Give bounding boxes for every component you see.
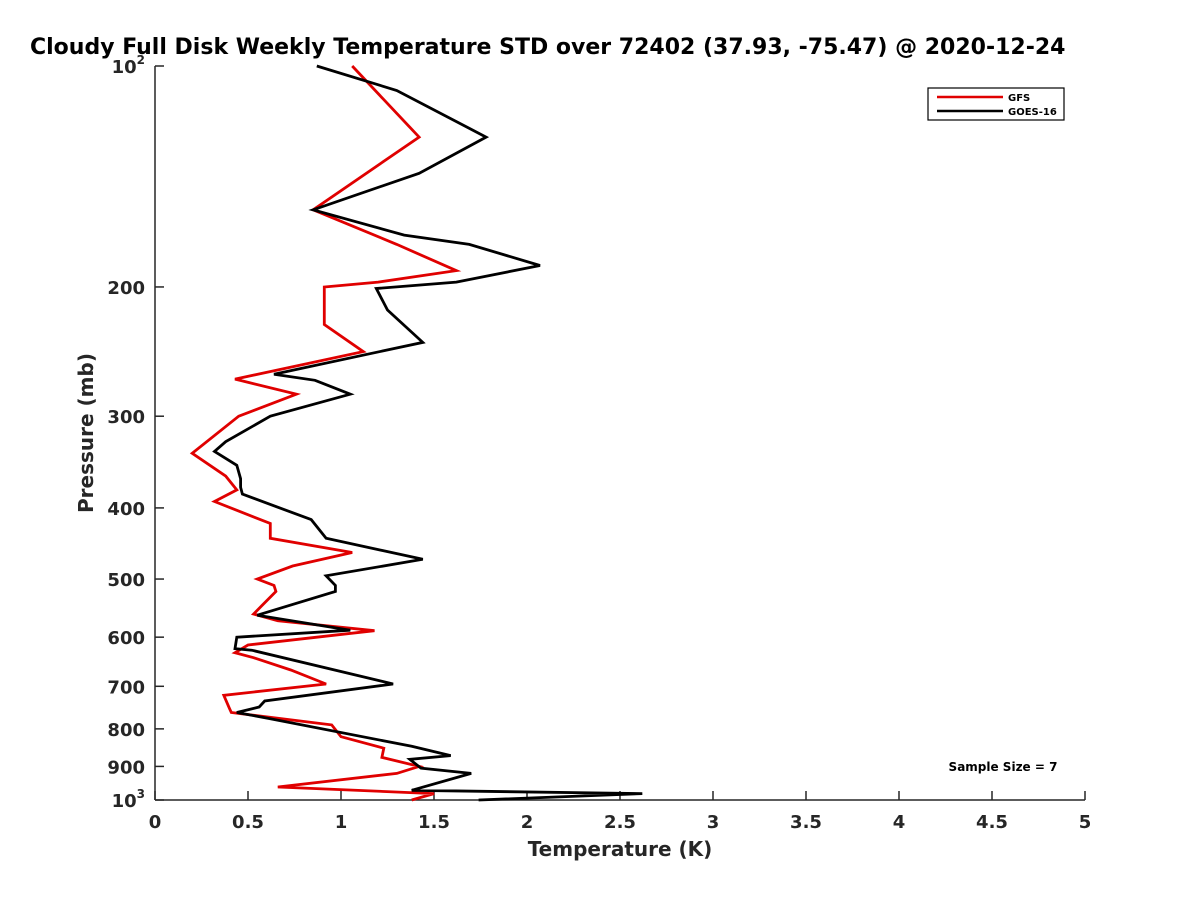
y-tick-label: 400 — [107, 499, 145, 520]
series-line-goes-16 — [212, 64, 643, 802]
y-tick-label: 800 — [107, 720, 145, 741]
sample-size-annotation: Sample Size = 7 — [949, 760, 1058, 774]
legend: GFS GOES-16 — [927, 87, 1065, 121]
legend-label: GFS — [1008, 93, 1030, 104]
y-tick-label: 900 — [107, 757, 145, 778]
y-tick-label: 500 — [107, 570, 145, 591]
y-tick-label: 200 — [107, 278, 145, 299]
x-tick-label: 4 — [893, 812, 906, 833]
x-tick-label: 5 — [1079, 812, 1092, 833]
legend-box — [927, 87, 1065, 121]
x-tick-label: 1 — [335, 812, 348, 833]
axes: 0 0.5 1 1.5 2 2.5 3 3.5 4 4.5 5 102 200 300 400 500 600 7… — [107, 53, 1091, 833]
x-tick-label: 4.5 — [976, 812, 1008, 833]
x-tick-label: 2.5 — [604, 812, 636, 833]
plot-area-background — [155, 66, 1085, 800]
y-tick-label: 600 — [107, 628, 145, 649]
y-axis-label: Pressure (mb) — [74, 353, 98, 513]
legend-label: GOES-16 — [1008, 107, 1057, 118]
chart-title: Cloudy Full Disk Weekly Temperature STD … — [30, 35, 1065, 60]
x-axis-label: Temperature (K) — [528, 837, 713, 861]
x-tick-label: 3.5 — [790, 812, 822, 833]
y-tick-label: 700 — [107, 677, 145, 698]
series-layer — [189, 64, 643, 802]
x-tick-label: 3 — [707, 812, 720, 833]
x-tick-label: 0 — [149, 812, 162, 833]
x-tick-label: 1.5 — [418, 812, 450, 833]
x-tick-label: 0.5 — [232, 812, 264, 833]
y-tick-label: 300 — [107, 407, 145, 428]
y-tick-label: 102 — [112, 53, 145, 78]
x-tick-label: 2 — [521, 812, 534, 833]
y-tick-label: 103 — [112, 787, 145, 812]
